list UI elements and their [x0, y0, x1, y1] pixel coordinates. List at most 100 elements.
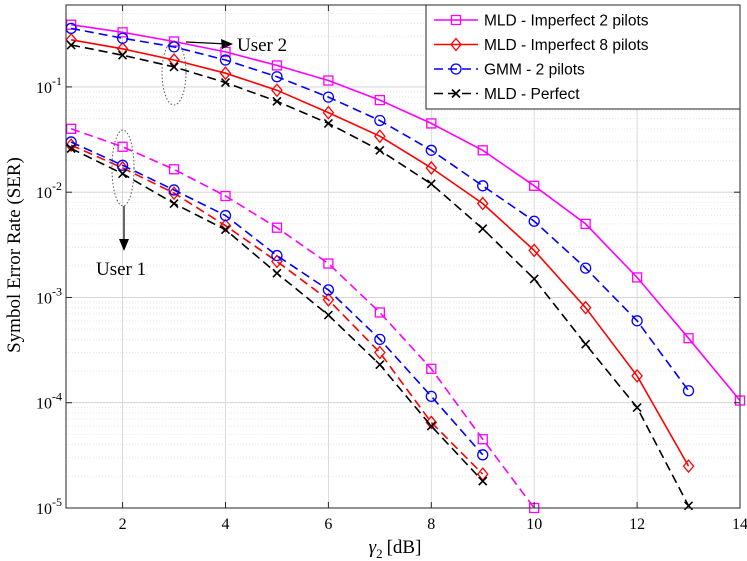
user-2-arrow [185, 41, 229, 45]
series-user2-0 [65, 19, 746, 406]
data-point-square [631, 272, 643, 283]
series-line [70, 39, 690, 467]
x-tick-label: 14 [732, 516, 747, 533]
legend-label: MLD - Imperfect 2 pilots [484, 13, 649, 30]
data-point-circle [116, 32, 129, 44]
data-point-circle [682, 385, 695, 397]
data-point-circle [477, 449, 489, 461]
series-line [70, 23, 741, 402]
data-point-x [581, 339, 591, 349]
annotation-user-1: User 1 [96, 129, 146, 280]
data-point-square [271, 222, 283, 233]
data-point-square [450, 14, 462, 26]
data-point-diamond [450, 37, 462, 52]
data-point-circle [322, 284, 335, 296]
data-point-x [426, 179, 436, 189]
data-point-x [323, 118, 333, 128]
user-2-arrowhead [221, 39, 233, 49]
data-point-circle [271, 71, 283, 83]
data-point-circle [271, 249, 283, 262]
data-point-square [529, 180, 540, 191]
data-point-x [118, 50, 128, 60]
annotation-user-2: User 2 [161, 35, 287, 106]
data-point-diamond [631, 368, 643, 383]
data-point-x [375, 145, 385, 155]
data-point-diamond [322, 292, 335, 307]
series-user1-6 [65, 136, 489, 461]
data-point-diamond [374, 345, 386, 360]
y-axis: 10-1 10-2 10-3 10-4 10-5 [36, 74, 740, 518]
data-point-square [168, 164, 180, 175]
series-layer [65, 19, 746, 514]
data-point-circle [168, 41, 180, 53]
data-point-square [117, 27, 128, 38]
series-user2-3 [66, 40, 694, 511]
user-2-label: User 2 [237, 35, 287, 56]
data-point-x [169, 62, 179, 72]
data-point-x [478, 224, 488, 234]
data-point-circle [219, 209, 232, 222]
data-point-x [632, 402, 642, 413]
series-user1-4 [65, 123, 540, 514]
series-user1-7 [66, 143, 488, 486]
series-line [70, 144, 484, 475]
legend-label: MLD - Perfect [484, 86, 580, 103]
legend-label: GMM - 2 pilots [484, 62, 585, 79]
data-point-x [529, 274, 539, 284]
data-point-square [168, 36, 180, 47]
x-tick-label: 6 [324, 516, 332, 533]
legend-entry: MLD - Perfect [434, 86, 580, 103]
data-point-diamond [219, 218, 232, 233]
user-1-ellipse [111, 129, 135, 207]
data-point-square [117, 141, 128, 152]
series-line [70, 141, 484, 456]
data-point-x [272, 96, 282, 106]
legend-box [425, 4, 741, 110]
data-point-x [118, 169, 128, 179]
legend-entry: GMM - 2 pilots [434, 62, 585, 79]
data-point-diamond [528, 243, 541, 258]
data-point-diamond [271, 83, 283, 98]
data-point-square [65, 123, 77, 134]
data-point-square [220, 190, 231, 202]
data-point-x [66, 143, 76, 154]
data-point-circle [374, 333, 386, 345]
plot-frame [65, 4, 741, 509]
series-line [70, 27, 690, 392]
x-tick-label: 4 [221, 516, 229, 533]
legend-entry: MLD - Imperfect 8 pilots [434, 37, 649, 54]
data-point-x [323, 310, 333, 320]
data-point-square [220, 46, 231, 58]
data-point-square [477, 145, 488, 156]
data-point-x [451, 88, 461, 99]
data-point-x [220, 77, 231, 88]
legend-label: MLD - Imperfect 8 pilots [484, 37, 649, 54]
y-tick-label: 10-5 [36, 495, 62, 518]
user-1-arrowhead [119, 239, 129, 251]
x-tick-label: 12 [629, 516, 645, 533]
series-user2-2 [65, 22, 695, 397]
y-tick-label: 10-1 [36, 74, 62, 97]
data-point-circle [219, 54, 232, 66]
x-axis: 2 4 6 8 10 12 14 [119, 5, 747, 533]
data-point-square [580, 218, 591, 230]
data-point-x [375, 360, 385, 370]
user-1-label: User 1 [96, 259, 146, 280]
y-tick-label: 10-4 [36, 390, 62, 413]
data-point-circle [425, 390, 437, 402]
data-point-square [374, 307, 385, 318]
data-point-diamond [374, 129, 386, 144]
data-point-diamond [579, 300, 592, 315]
data-point-square [477, 434, 488, 445]
data-point-square [683, 333, 694, 344]
data-point-diamond [219, 66, 232, 81]
data-point-diamond [322, 105, 335, 120]
data-point-circle [168, 184, 180, 196]
x-tick-label: 10 [526, 516, 542, 533]
y-tick-label: 10-2 [36, 179, 62, 202]
data-point-x [478, 476, 488, 486]
data-point-circle [425, 144, 437, 156]
data-point-circle [477, 180, 489, 192]
data-point-x [272, 268, 282, 278]
